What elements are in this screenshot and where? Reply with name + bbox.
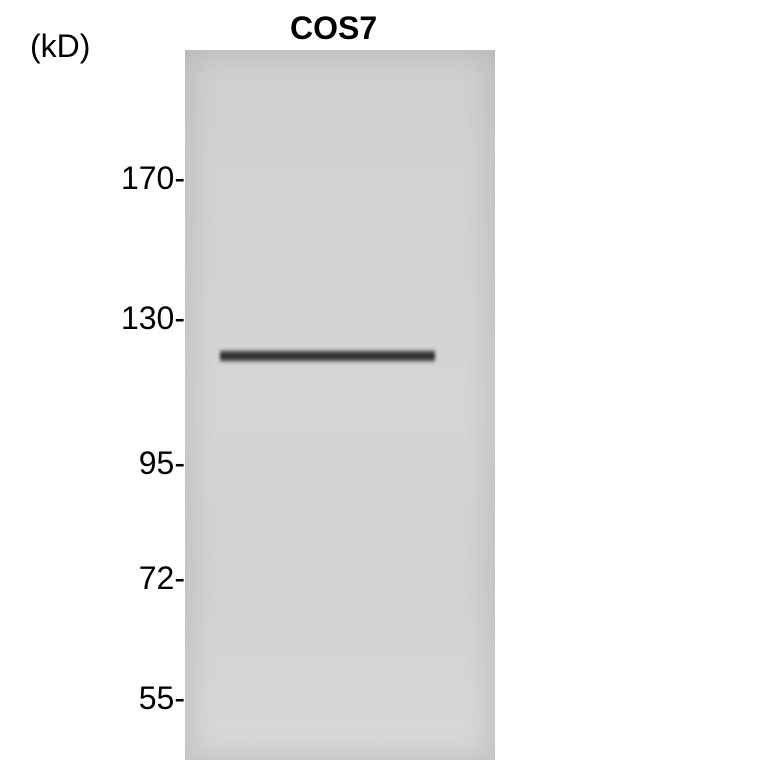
marker-55: 55-: [139, 680, 185, 717]
marker-72: 72-: [139, 560, 185, 597]
marker-95: 95-: [139, 445, 185, 482]
protein-band: [220, 350, 435, 362]
blot-lane: [185, 50, 495, 760]
marker-130: 130-: [121, 300, 185, 337]
western-blot-figure: (kD) COS7 170- 130- 95- 72- 55-: [0, 0, 764, 764]
lane-label: COS7: [290, 10, 377, 47]
marker-170: 170-: [121, 160, 185, 197]
unit-label: (kD): [30, 28, 90, 65]
